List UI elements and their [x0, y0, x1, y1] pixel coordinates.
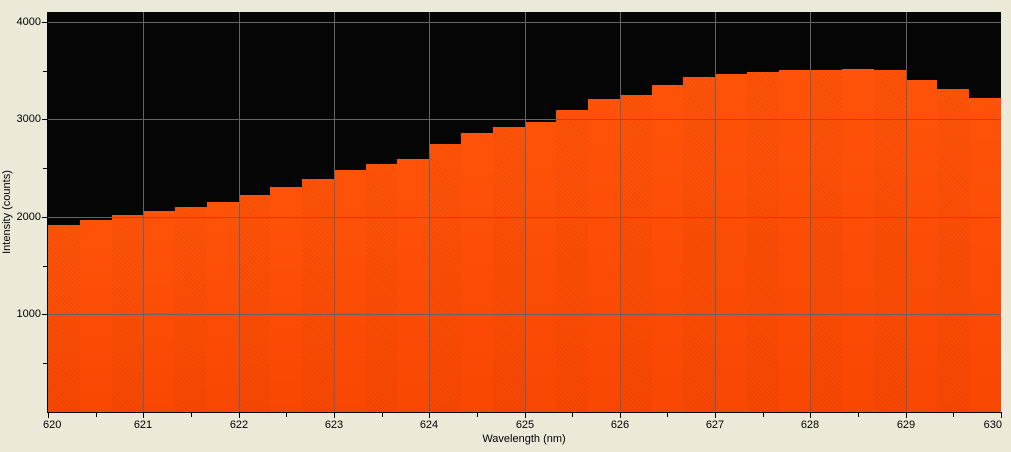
x-tick-label: 625 — [515, 419, 535, 431]
y-tick-label: 2000 — [16, 211, 41, 223]
spectrum-bar — [620, 94, 652, 412]
x-tick-label: 623 — [324, 419, 344, 431]
x-major-tick — [429, 413, 430, 418]
x-tick-label: 622 — [229, 419, 249, 431]
spectrum-bar — [810, 69, 842, 412]
y-major-tick — [42, 22, 47, 23]
x-tick-label: 630 — [983, 419, 1002, 431]
x-major-tick — [906, 413, 907, 418]
x-tick-label: 620 — [43, 419, 62, 431]
x-axis-title: Wavelength (nm) — [482, 433, 566, 445]
spectrum-bar — [143, 211, 175, 412]
y-axis-line — [47, 12, 48, 413]
x-tick-label: 621 — [133, 419, 153, 431]
y-minor-tick — [43, 266, 47, 267]
plot-area[interactable] — [48, 12, 1001, 412]
x-major-tick — [620, 413, 621, 418]
spectrum-bar — [366, 163, 397, 412]
x-minor-tick — [763, 413, 764, 417]
spectrum-bar — [461, 132, 493, 412]
x-axis-line — [47, 412, 1002, 413]
spectrum-bar — [112, 215, 143, 412]
spectrum-bar — [334, 170, 366, 412]
spectrum-bar — [683, 77, 715, 412]
horizontal-gridline — [48, 21, 1001, 23]
x-major-tick — [715, 413, 716, 418]
x-minor-tick — [667, 413, 668, 417]
spectrum-bar — [270, 186, 302, 412]
spectrum-bar — [969, 97, 1001, 412]
x-minor-tick — [96, 413, 97, 417]
spectrum-bar — [397, 159, 429, 412]
spectrum-bar — [715, 74, 747, 412]
spectrum-bar — [239, 194, 270, 412]
spectrum-bar — [80, 219, 112, 412]
x-major-tick — [143, 413, 144, 418]
x-major-tick — [48, 413, 49, 418]
x-tick-label: 628 — [800, 419, 820, 431]
horizontal-gridline — [48, 216, 1001, 218]
x-minor-tick — [477, 413, 478, 417]
spectrum-bar — [48, 224, 80, 412]
spectrum-bar — [588, 98, 620, 412]
spectrum-bar — [525, 121, 556, 412]
vertical-gridline — [334, 12, 335, 412]
y-tick-label: 4000 — [16, 16, 41, 28]
vertical-gridline — [906, 12, 907, 412]
x-major-tick — [525, 413, 526, 418]
spectrum-bar — [302, 179, 334, 412]
x-minor-tick — [382, 413, 383, 417]
spectrum-bar — [207, 202, 239, 412]
x-major-tick — [1001, 413, 1002, 418]
y-minor-tick — [43, 363, 47, 364]
spectrum-bar — [779, 70, 810, 412]
spectrum-bar — [556, 110, 588, 412]
horizontal-gridline — [48, 119, 1001, 121]
x-minor-tick — [953, 413, 954, 417]
x-tick-label: 627 — [705, 419, 725, 431]
horizontal-gridline — [48, 314, 1001, 316]
y-major-tick — [42, 314, 47, 315]
x-major-tick — [239, 413, 240, 418]
y-major-tick — [42, 217, 47, 218]
x-minor-tick — [572, 413, 573, 417]
vertical-gridline — [810, 12, 811, 412]
spectrum-bar — [842, 68, 874, 412]
vertical-gridline — [239, 12, 240, 412]
vertical-gridline — [715, 12, 716, 412]
x-major-tick — [334, 413, 335, 418]
vertical-gridline — [620, 12, 621, 412]
y-major-tick — [42, 119, 47, 120]
x-major-tick — [810, 413, 811, 418]
x-minor-tick — [191, 413, 192, 417]
spectrum-bar — [493, 127, 525, 412]
spectrum-bar — [906, 80, 937, 412]
spectrum-bar — [874, 69, 906, 412]
x-minor-tick — [286, 413, 287, 417]
spectrum-bar — [652, 85, 683, 412]
x-minor-tick — [858, 413, 859, 417]
x-tick-label: 624 — [419, 419, 439, 431]
y-tick-label: 3000 — [16, 113, 41, 125]
vertical-gridline — [143, 12, 144, 412]
y-minor-tick — [43, 71, 47, 72]
y-minor-tick — [43, 168, 47, 169]
vertical-gridline — [525, 12, 526, 412]
x-tick-label: 626 — [610, 419, 630, 431]
spectrum-bar — [175, 207, 207, 412]
x-tick-label: 629 — [896, 419, 916, 431]
y-tick-label: 1000 — [16, 308, 41, 320]
spectrum-bar — [747, 71, 779, 412]
spectrum-bar — [937, 89, 969, 412]
spectrum-bar — [429, 144, 461, 412]
vertical-gridline — [429, 12, 430, 412]
